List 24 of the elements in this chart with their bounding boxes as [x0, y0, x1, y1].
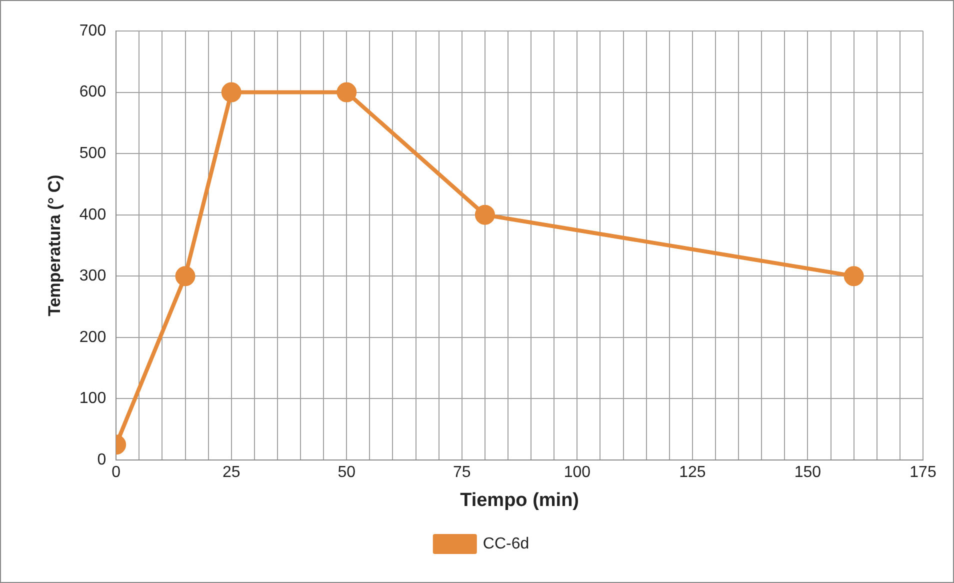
- y-tick-label: 100: [79, 390, 106, 408]
- point: [474, 204, 495, 225]
- y-tick-label: 600: [79, 84, 106, 101]
- x-tick-label: 25: [222, 464, 240, 482]
- y-tick-label: 700: [79, 22, 106, 40]
- y-axis-title: Temperatura (° C): [44, 174, 64, 316]
- x-axis-title: Tiempo (min): [460, 490, 580, 511]
- y-tick-label: 0: [97, 451, 106, 468]
- y-tick-label: 400: [79, 206, 106, 224]
- point: [844, 266, 864, 286]
- x-tick-label: 75: [453, 464, 471, 482]
- point: [175, 266, 196, 286]
- x-tick-label: 175: [910, 464, 936, 482]
- x-tick-label: 125: [679, 464, 706, 482]
- y-tick-label: 500: [79, 144, 106, 162]
- x-tick-label: 100: [564, 464, 591, 482]
- y-tick-label: 200: [79, 328, 106, 346]
- x-tick-label: 150: [794, 464, 822, 482]
- y-tick-label: 300: [79, 268, 106, 285]
- x-tick-label: 50: [338, 464, 356, 482]
- x-tick-label: 0: [112, 464, 121, 482]
- point: [221, 82, 242, 102]
- point: [336, 82, 357, 102]
- legend-label: CC-6d: [482, 535, 530, 552]
